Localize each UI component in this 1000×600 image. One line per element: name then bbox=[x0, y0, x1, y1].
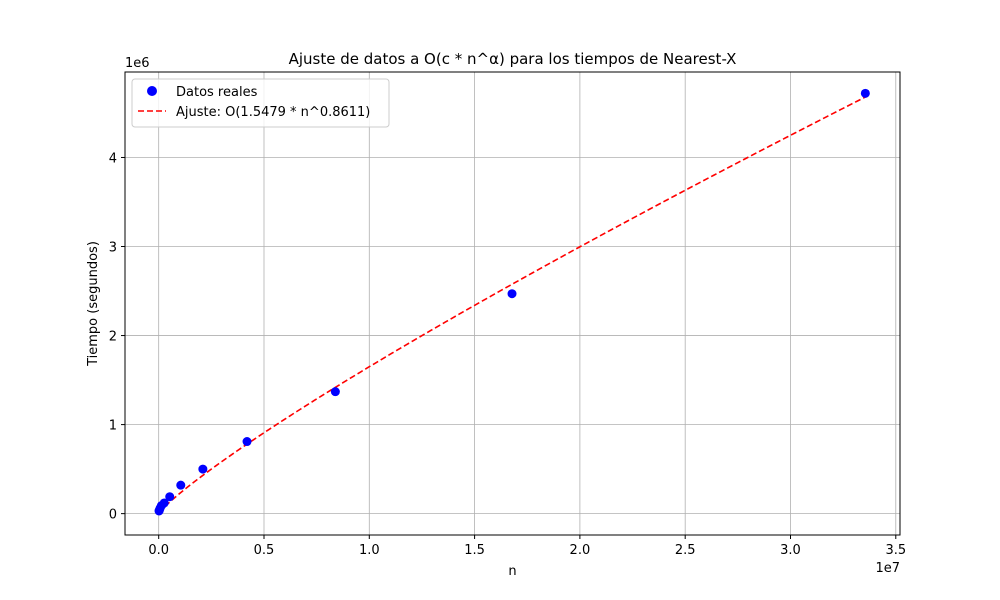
data-point bbox=[165, 492, 175, 502]
fit-line bbox=[158, 96, 866, 514]
chart-title: Ajuste de datos a O(c * n^α) para los ti… bbox=[289, 50, 737, 68]
y-tick-label: 1 bbox=[109, 419, 117, 434]
x-axis-label: n bbox=[508, 564, 516, 579]
x-tick-label: 2.5 bbox=[675, 543, 696, 558]
x-tick-label: 0.0 bbox=[148, 543, 169, 558]
data-point bbox=[198, 464, 208, 474]
legend-marker-datos bbox=[147, 86, 157, 96]
legend: Datos reales Ajuste: O(1.5479 * n^0.8611… bbox=[131, 78, 390, 128]
y-tick-label: 3 bbox=[109, 241, 117, 256]
y-tick-label: 0 bbox=[109, 508, 117, 523]
x-scale-label: 1e7 bbox=[875, 561, 900, 576]
data-point bbox=[507, 289, 517, 299]
legend-label-ajuste: Ajuste: O(1.5479 * n^0.8611) bbox=[176, 105, 370, 120]
x-tick-label: 1.5 bbox=[464, 543, 485, 558]
grid bbox=[125, 72, 900, 535]
data-point bbox=[176, 480, 186, 490]
axes-frame bbox=[124, 71, 901, 536]
data-point bbox=[242, 437, 252, 447]
y-tick-label: 2 bbox=[109, 330, 117, 345]
y-scale-label: 1e6 bbox=[125, 56, 150, 71]
x-tick-label: 3.0 bbox=[780, 543, 801, 558]
plot-area bbox=[154, 88, 870, 516]
x-tick-label: 1.0 bbox=[359, 543, 380, 558]
legend-label-datos: Datos reales bbox=[176, 85, 258, 100]
axis-ticks: 0.0 0.5 1.0 1.5 2.0 2.5 3.0 3.5 0 1 2 3 4 bbox=[109, 151, 906, 558]
data-point bbox=[330, 387, 340, 397]
data-point bbox=[159, 498, 169, 508]
x-tick-label: 0.5 bbox=[254, 543, 275, 558]
x-tick-label: 2.0 bbox=[570, 543, 591, 558]
y-tick-label: 4 bbox=[109, 151, 117, 166]
legend-box bbox=[131, 78, 390, 128]
data-point bbox=[860, 88, 870, 98]
x-tick-label: 3.5 bbox=[885, 543, 906, 558]
y-axis-label: Tiempo (segundos) bbox=[86, 241, 101, 367]
